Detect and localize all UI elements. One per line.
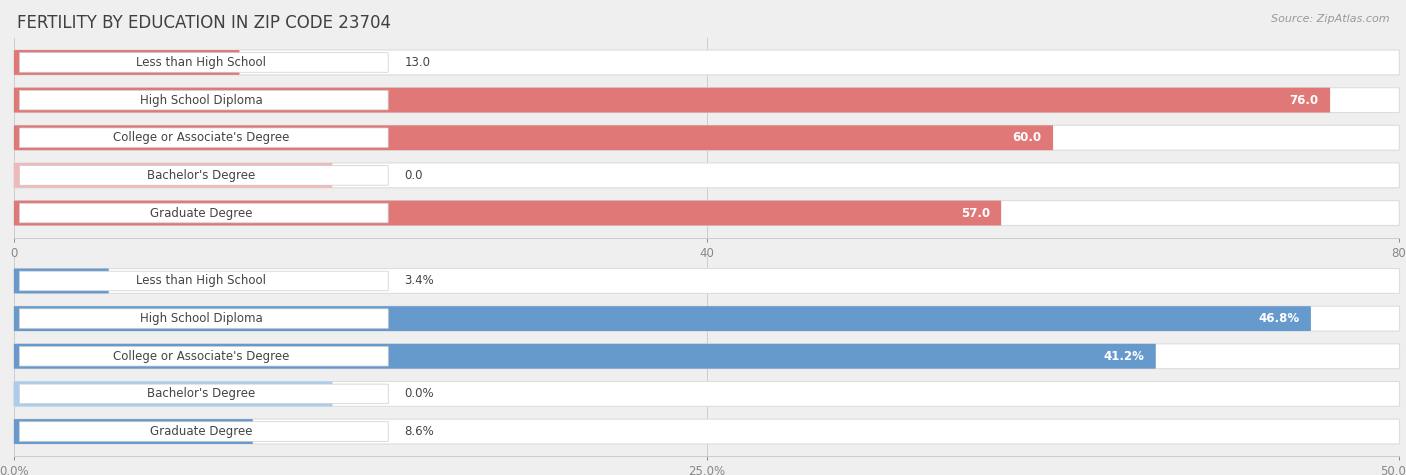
FancyBboxPatch shape (14, 125, 1399, 150)
Text: Graduate Degree: Graduate Degree (150, 207, 252, 219)
Text: 0.0: 0.0 (405, 169, 423, 182)
Text: FERTILITY BY EDUCATION IN ZIP CODE 23704: FERTILITY BY EDUCATION IN ZIP CODE 23704 (17, 14, 391, 32)
FancyBboxPatch shape (20, 166, 388, 185)
FancyBboxPatch shape (14, 419, 1399, 444)
Text: Source: ZipAtlas.com: Source: ZipAtlas.com (1271, 14, 1389, 24)
FancyBboxPatch shape (14, 163, 1399, 188)
FancyBboxPatch shape (14, 268, 1399, 294)
FancyBboxPatch shape (20, 346, 388, 366)
Text: Bachelor's Degree: Bachelor's Degree (146, 169, 254, 182)
FancyBboxPatch shape (14, 344, 1156, 369)
FancyBboxPatch shape (20, 309, 388, 328)
FancyBboxPatch shape (14, 88, 1330, 113)
Text: 57.0: 57.0 (960, 207, 990, 219)
FancyBboxPatch shape (14, 268, 108, 294)
Text: 0.0%: 0.0% (405, 388, 434, 400)
FancyBboxPatch shape (20, 90, 388, 110)
Text: 41.2%: 41.2% (1104, 350, 1144, 363)
FancyBboxPatch shape (14, 306, 1310, 331)
FancyBboxPatch shape (20, 53, 388, 72)
Text: 46.8%: 46.8% (1258, 312, 1299, 325)
Text: Graduate Degree: Graduate Degree (150, 425, 252, 438)
FancyBboxPatch shape (14, 50, 239, 75)
FancyBboxPatch shape (14, 419, 253, 444)
Text: Bachelor's Degree: Bachelor's Degree (146, 388, 254, 400)
FancyBboxPatch shape (14, 125, 1053, 150)
FancyBboxPatch shape (14, 381, 332, 406)
FancyBboxPatch shape (20, 203, 388, 223)
FancyBboxPatch shape (20, 271, 388, 291)
Text: 8.6%: 8.6% (405, 425, 434, 438)
FancyBboxPatch shape (20, 128, 388, 148)
Text: 3.4%: 3.4% (405, 275, 434, 287)
FancyBboxPatch shape (20, 384, 388, 404)
Text: High School Diploma: High School Diploma (139, 312, 263, 325)
Text: 60.0: 60.0 (1012, 131, 1042, 144)
Text: Less than High School: Less than High School (136, 275, 266, 287)
FancyBboxPatch shape (14, 88, 1399, 113)
FancyBboxPatch shape (14, 381, 1399, 406)
FancyBboxPatch shape (14, 163, 332, 188)
FancyBboxPatch shape (14, 306, 1399, 331)
Text: College or Associate's Degree: College or Associate's Degree (112, 350, 290, 363)
FancyBboxPatch shape (14, 50, 1399, 75)
Text: High School Diploma: High School Diploma (139, 94, 263, 106)
Text: Less than High School: Less than High School (136, 56, 266, 69)
FancyBboxPatch shape (14, 200, 1399, 226)
Text: College or Associate's Degree: College or Associate's Degree (112, 131, 290, 144)
FancyBboxPatch shape (14, 344, 1399, 369)
Text: 13.0: 13.0 (405, 56, 430, 69)
FancyBboxPatch shape (14, 200, 1001, 226)
FancyBboxPatch shape (20, 422, 388, 441)
Text: 76.0: 76.0 (1289, 94, 1319, 106)
